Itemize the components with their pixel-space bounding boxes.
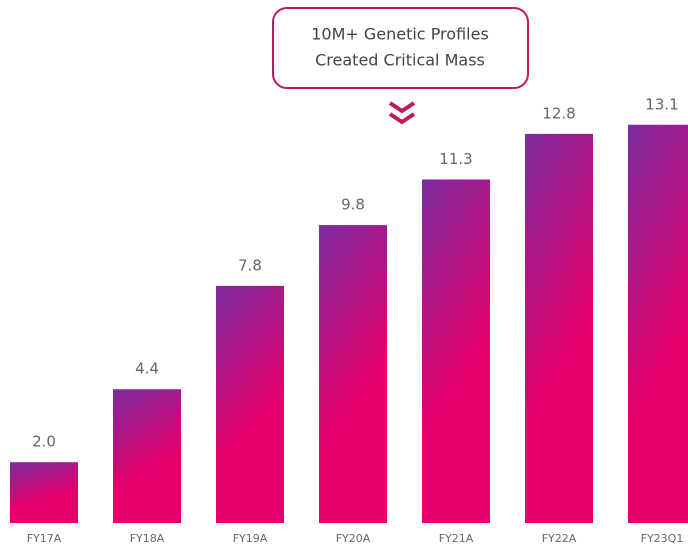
x-tick-label: FY19A: [233, 532, 268, 545]
bar: [216, 285, 284, 523]
bar: [319, 225, 387, 523]
bar: [113, 389, 181, 523]
bar: [525, 133, 593, 523]
bar: [422, 179, 490, 524]
value-label: 13.1: [645, 95, 678, 113]
x-tick-label: FY22A: [542, 532, 577, 545]
annotation-line: Created Critical Mass: [315, 51, 485, 70]
x-tick-label: FY20A: [336, 532, 371, 545]
value-label: 7.8: [238, 256, 262, 274]
value-label: 11.3: [439, 150, 472, 168]
value-label: 12.8: [542, 104, 575, 122]
annotation-box: [272, 7, 529, 89]
x-tick-label: FY18A: [130, 532, 165, 545]
x-tick-label: FY23Q1: [641, 532, 684, 545]
annotation-line: 10M+ Genetic Profiles: [311, 25, 489, 44]
bar: [628, 124, 688, 523]
value-label: 4.4: [135, 360, 159, 378]
value-label: 2.0: [32, 433, 56, 451]
bar: [10, 462, 78, 523]
x-tick-label: FY17A: [27, 532, 62, 545]
value-label: 9.8: [341, 196, 365, 214]
x-tick-label: FY21A: [439, 532, 474, 545]
chevron-icon: [388, 101, 416, 125]
